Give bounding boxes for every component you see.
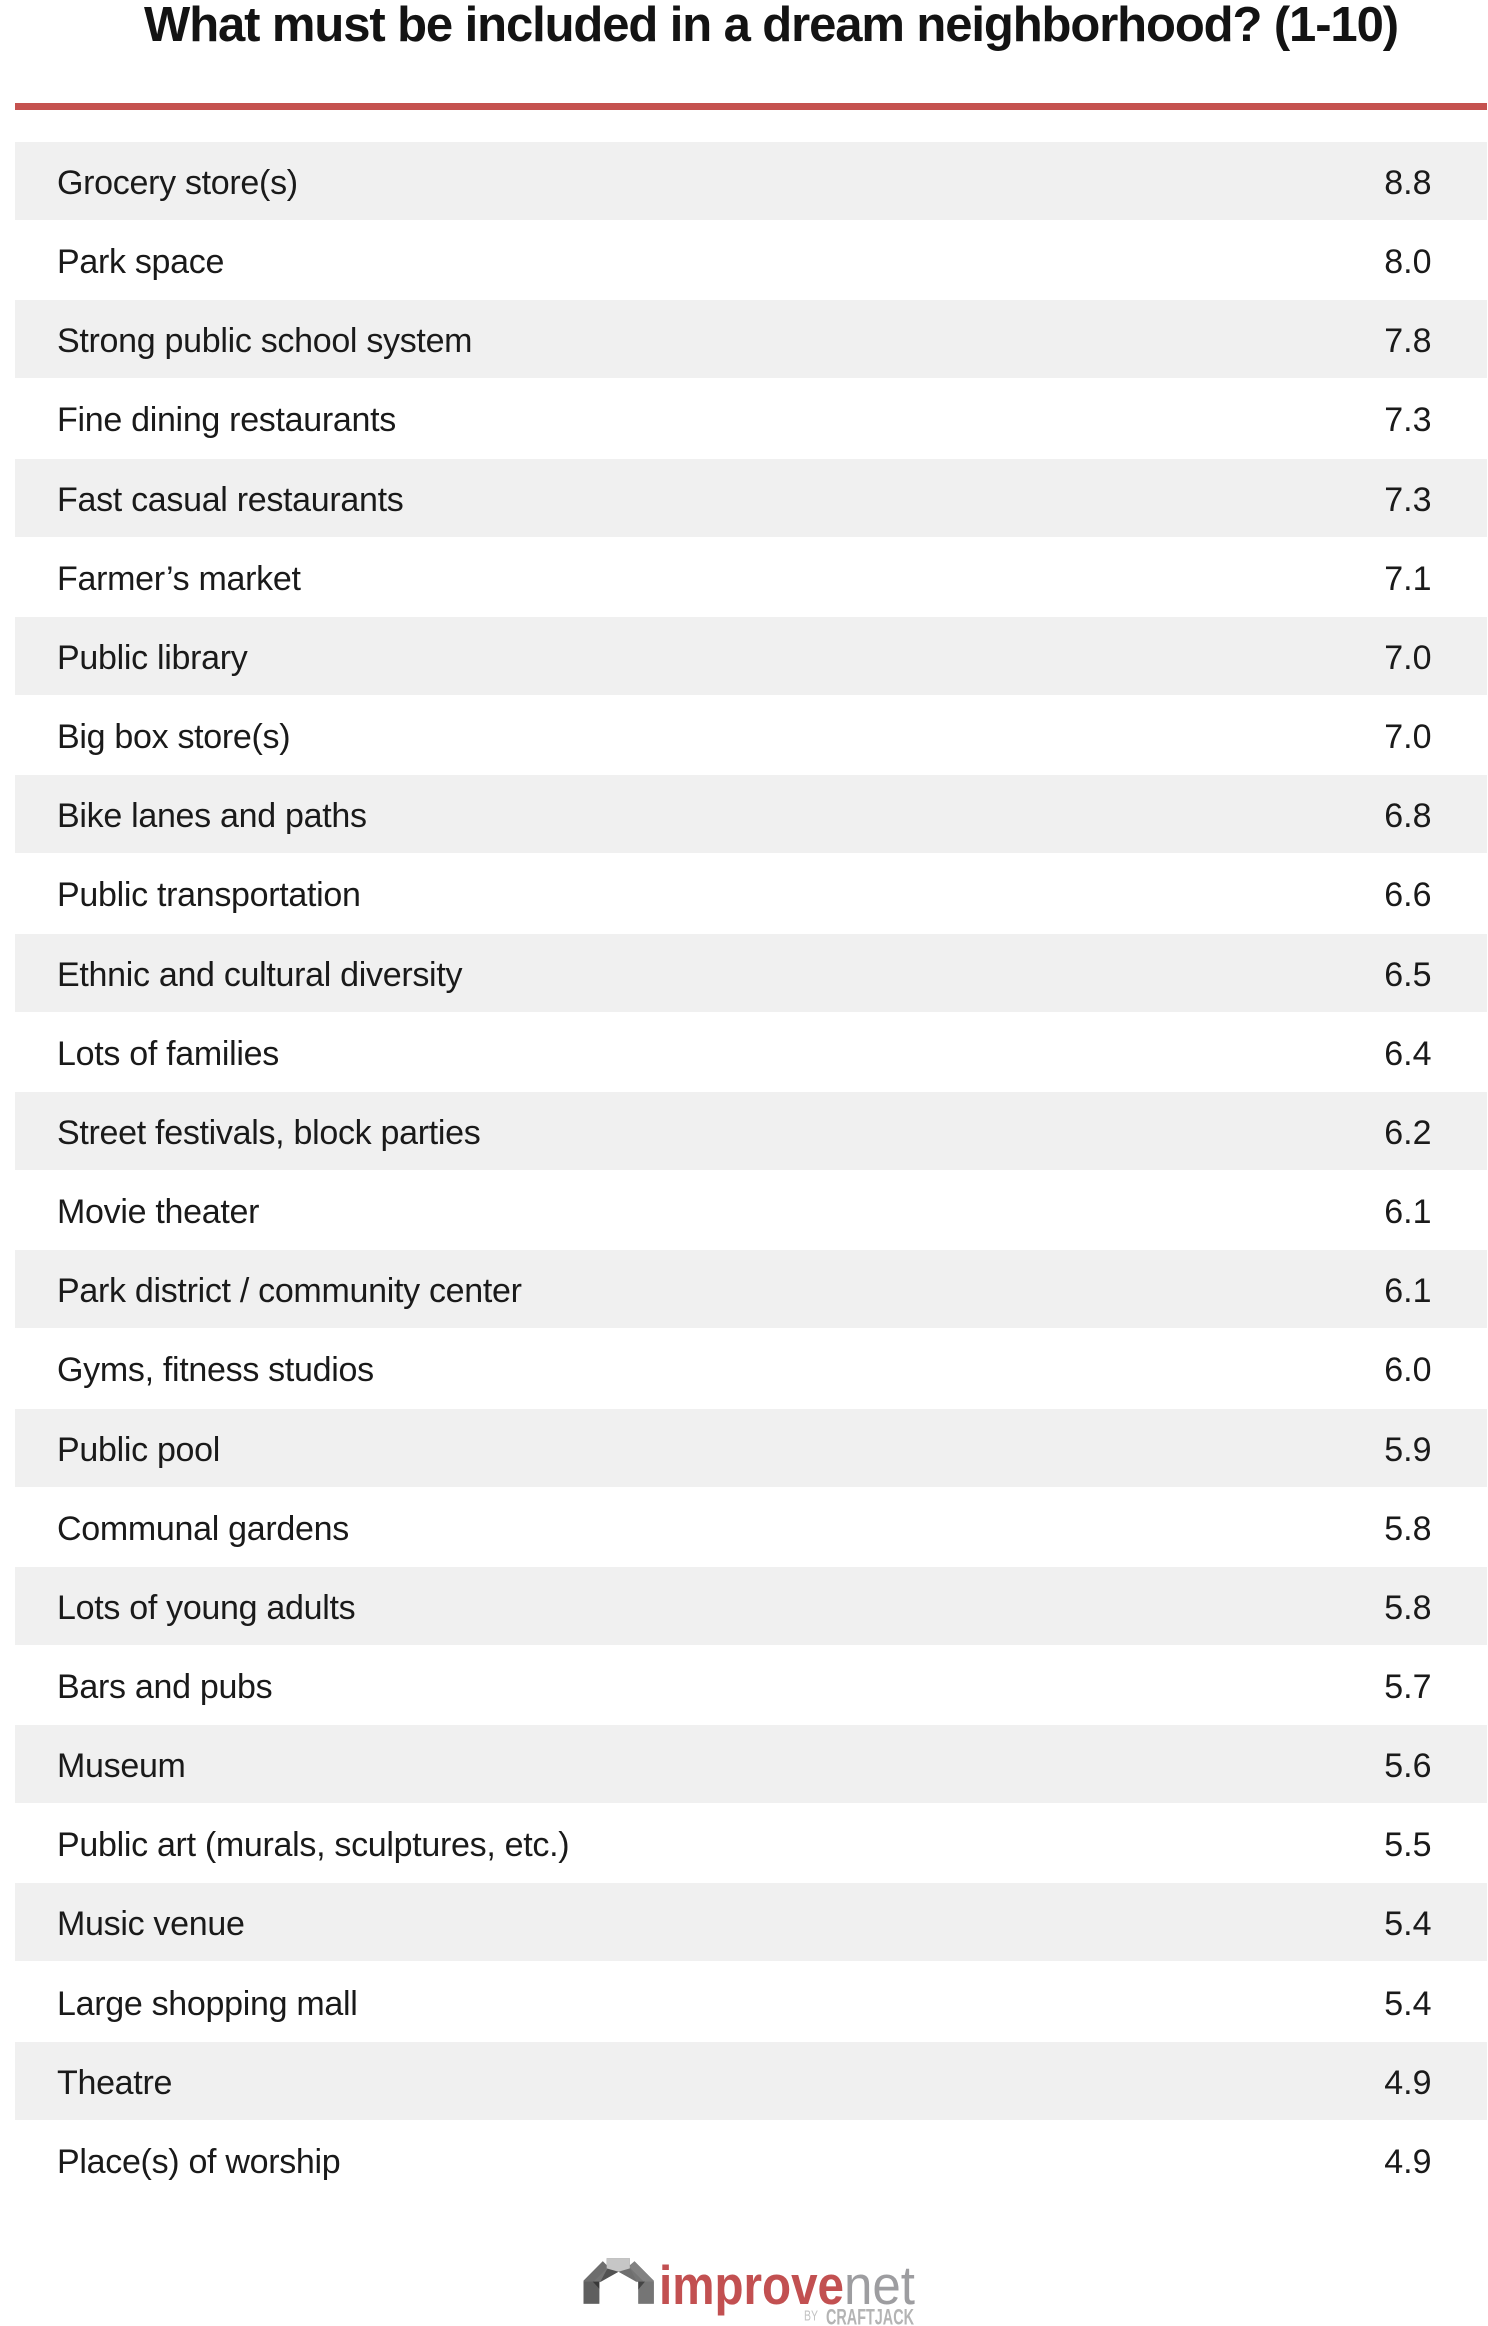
- svg-text:CRAFTJACK: CRAFTJACK: [826, 2305, 914, 2326]
- svg-text:BY: BY: [804, 2308, 818, 2325]
- svg-text:improve: improve: [659, 2255, 844, 2316]
- svg-text:net: net: [844, 2255, 915, 2316]
